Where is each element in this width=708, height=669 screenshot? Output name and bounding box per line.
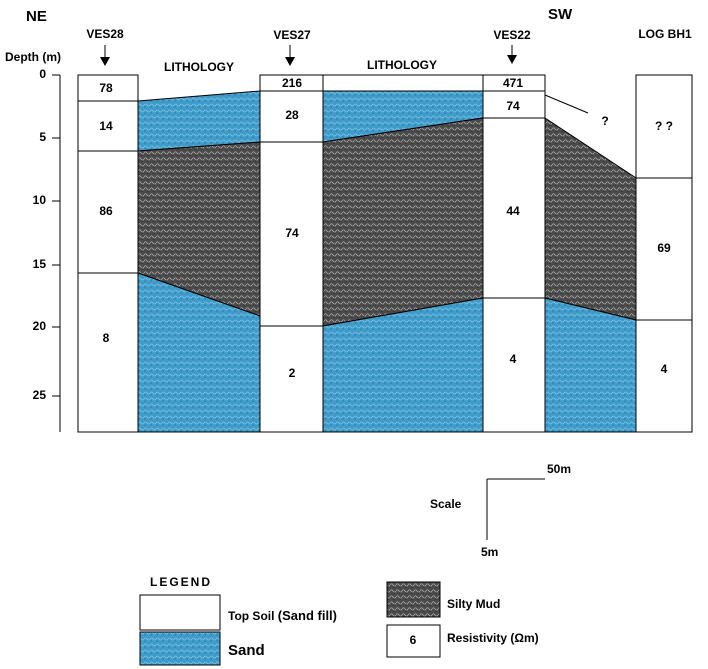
- lithology-label: LITHOLOGY: [367, 58, 437, 72]
- legend-label: Top Soil (Sand fill): [228, 608, 337, 623]
- resistivity-value: 471: [503, 76, 523, 90]
- depth-tick-label: 10: [33, 193, 47, 207]
- resistivity-value: ? ?: [655, 119, 673, 133]
- resistivity-value: 69: [657, 241, 671, 255]
- legend-label: Resistivity (Ωm): [447, 631, 539, 645]
- legend-swatch: [386, 624, 441, 658]
- depth-tick-label: 0: [39, 67, 46, 81]
- unknown-mark: ?: [601, 114, 608, 128]
- depth-label: Depth (m): [5, 50, 61, 64]
- resistivity-value: 14: [99, 119, 113, 133]
- legend-swatch: [386, 581, 441, 618]
- arrow: [507, 55, 517, 64]
- uncertain-boundary: [544, 94, 589, 114]
- arrow: [100, 57, 110, 66]
- scale-label: 50m: [547, 462, 571, 476]
- legend-label-part: Top Soil: [228, 609, 274, 623]
- column-label: LOG BH1: [638, 27, 692, 41]
- depth-tick-label: 25: [33, 388, 47, 402]
- legend-title: LEGEND: [150, 575, 212, 589]
- depth-tick-label: 15: [33, 257, 47, 271]
- top-soil: [322, 74, 484, 92]
- resistivity-value: 8: [103, 331, 110, 345]
- legend-label-part: (Sand fill): [278, 608, 337, 623]
- legend-example: 6: [410, 633, 417, 647]
- lithology-label: LITHOLOGY: [164, 60, 234, 74]
- resistivity-value: 44: [506, 204, 520, 218]
- resistivity-value: 4: [661, 362, 668, 376]
- resistivity-value: 2: [289, 366, 296, 380]
- legend-label: Sand: [228, 642, 265, 659]
- depth-tick-label: 20: [33, 319, 47, 333]
- direction-label: SW: [548, 6, 573, 23]
- direction-label: NE: [26, 8, 47, 25]
- legend-swatch: [139, 594, 221, 631]
- silty-mud-layer: [544, 117, 637, 321]
- depth-ticks: [52, 74, 60, 397]
- resistivity-value: 216: [282, 76, 302, 90]
- column-label: VES27: [273, 28, 311, 42]
- resistivity-value: 86: [99, 204, 113, 218]
- scale-label: 5m: [481, 545, 498, 559]
- arrows: [100, 45, 517, 66]
- column-label: VES28: [86, 27, 124, 41]
- resistivity-column: [482, 74, 546, 433]
- resistivity-value: 74: [506, 99, 520, 113]
- resistivity-value: 4: [510, 352, 517, 366]
- resistivity-column: [259, 74, 324, 433]
- legend-label: Silty Mud: [447, 597, 500, 611]
- legend-swatch: [139, 631, 221, 666]
- silty-mud-layer: [322, 117, 484, 327]
- resistivity-value: 78: [99, 81, 113, 95]
- sand-layer: [544, 297, 637, 433]
- scale-title: Scale: [430, 497, 462, 511]
- arrow: [285, 57, 295, 66]
- column-label: VES22: [493, 28, 531, 42]
- resistivity-value: 74: [285, 226, 299, 240]
- depth-tick-label: 5: [39, 130, 46, 144]
- sand-layer: [137, 90, 261, 152]
- resistivity-value: 28: [285, 108, 299, 122]
- log-column: [635, 74, 693, 433]
